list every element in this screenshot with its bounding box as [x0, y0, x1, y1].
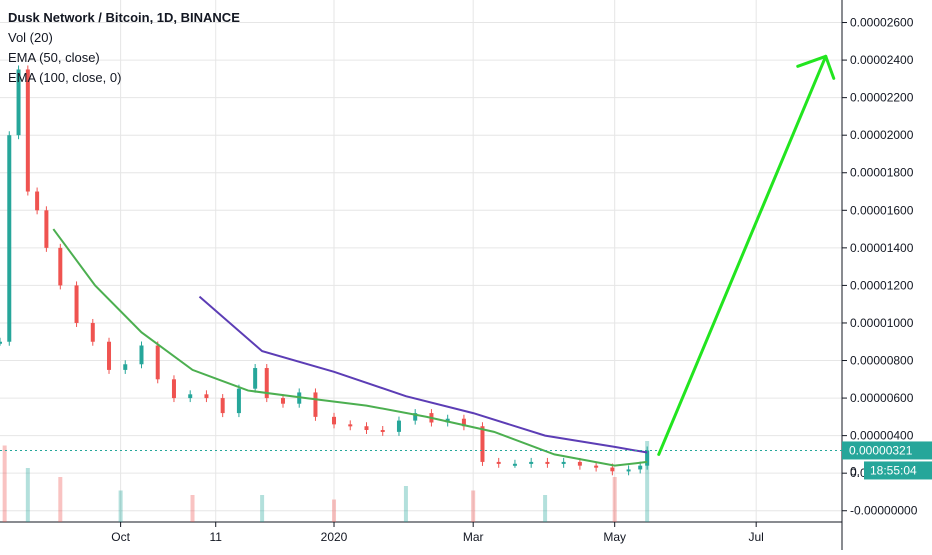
legend-ema50: EMA (50, close)	[8, 50, 100, 65]
last-price-tag	[842, 441, 932, 460]
candle	[413, 413, 418, 421]
volume-bar	[645, 441, 650, 522]
volume-bar	[2, 445, 7, 522]
y-tick-label: 0.00002400	[850, 53, 914, 67]
candle	[577, 461, 582, 466]
candle	[0, 341, 2, 344]
x-tick-label: Oct	[111, 530, 130, 544]
candle	[610, 467, 615, 472]
volume-bar	[190, 495, 195, 522]
volume-bar	[471, 490, 476, 522]
candle	[529, 461, 534, 464]
y-tick-label: 0.00000800	[850, 354, 914, 368]
candle	[58, 247, 63, 286]
x-tick-label: Jul	[749, 530, 764, 544]
candle	[236, 388, 241, 414]
candle	[188, 394, 193, 399]
candle	[171, 379, 176, 399]
chart-legend: Dusk Network / Bitcoin, 1D, BINANCE Vol …	[8, 8, 240, 88]
legend-volume: Vol (20)	[8, 30, 53, 45]
candle	[645, 450, 650, 466]
x-tick-label: May	[603, 530, 626, 544]
y-tick-label: -0.00000000	[850, 504, 918, 518]
candle	[264, 368, 269, 399]
volume-bar	[612, 477, 617, 522]
candle	[35, 191, 40, 211]
candle	[396, 420, 401, 432]
y-tick-label: 0.00001600	[850, 203, 914, 217]
candle	[461, 418, 466, 427]
y-tick-label: 0.00002600	[850, 16, 914, 30]
volume-bar	[25, 468, 30, 522]
arrow-shaft	[657, 54, 828, 456]
candle	[496, 461, 501, 464]
y-tick-label: 0.00001400	[850, 241, 914, 255]
y-tick-label: 0.00001000	[850, 316, 914, 330]
y-tick-label: 0.00001800	[850, 166, 914, 180]
candle	[364, 426, 369, 430]
countdown-label: 18:55:04	[870, 463, 917, 477]
candle	[626, 469, 631, 472]
last-price-label: 0.00000321	[849, 443, 913, 457]
volume-bar	[118, 490, 123, 522]
y-tick-label: 0.00002200	[850, 91, 914, 105]
candle	[107, 341, 112, 370]
volume-bar	[543, 495, 548, 522]
x-tick-label: Mar	[463, 530, 484, 544]
y-tick-label: 0.00000600	[850, 391, 914, 405]
candle	[638, 465, 643, 470]
candle	[332, 416, 337, 425]
candle	[480, 426, 485, 462]
volume-bar	[58, 477, 63, 522]
candle	[7, 135, 12, 342]
candle	[545, 461, 550, 464]
volume-bar	[403, 486, 408, 522]
ema50-line	[52, 228, 648, 467]
candle	[380, 429, 385, 432]
candle	[280, 398, 285, 404]
x-tick-label: 2020	[321, 530, 348, 544]
candle	[90, 322, 95, 342]
countdown-tag	[864, 461, 932, 480]
x-tick-label: 11	[209, 530, 222, 544]
y-tick-label: 0.00000400	[850, 429, 914, 443]
candle	[313, 392, 318, 417]
y-tick-label: 0.00001200	[850, 278, 914, 292]
candle	[348, 424, 353, 427]
candle	[139, 345, 144, 365]
legend-ema100: EMA (100, close, 0)	[8, 70, 122, 85]
candle	[561, 461, 566, 464]
arrow-head	[796, 54, 836, 80]
candle	[25, 69, 30, 192]
candle	[594, 465, 599, 468]
countdown-prefix: 0.	[850, 464, 860, 478]
volume-bar	[260, 495, 265, 522]
volume-bar	[332, 499, 337, 522]
candle	[220, 398, 225, 414]
candle	[512, 463, 517, 466]
y-tick-label: 0.00002000	[850, 128, 914, 142]
candle	[74, 285, 79, 323]
candle	[253, 368, 258, 389]
candle	[44, 210, 49, 248]
candle	[16, 69, 21, 136]
candle	[204, 394, 209, 399]
candle	[123, 364, 128, 370]
candle	[155, 345, 160, 380]
chart-title: Dusk Network / Bitcoin, 1D, BINANCE	[8, 10, 240, 25]
ema100-line	[198, 295, 648, 454]
